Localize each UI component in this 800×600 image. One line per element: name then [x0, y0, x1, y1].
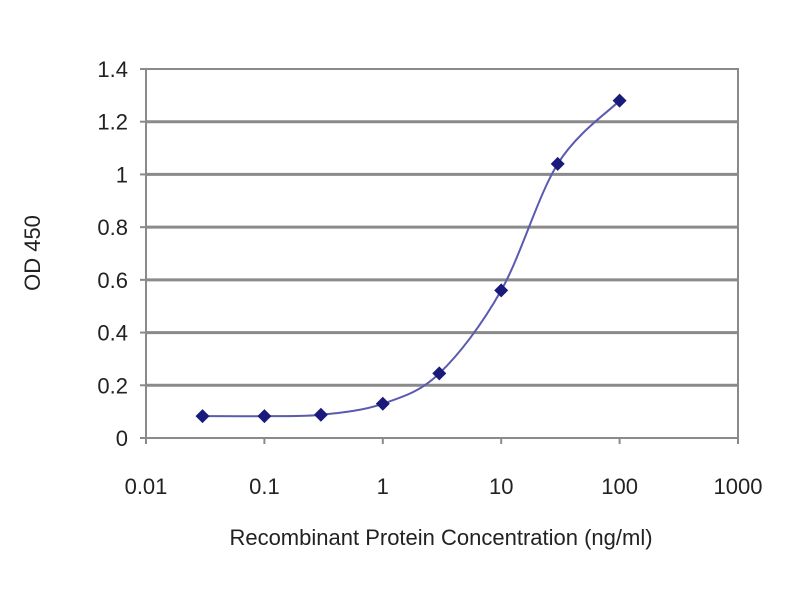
x-axis-title: Recombinant Protein Concentration (ng/ml…	[229, 525, 652, 550]
x-tick-label: 10	[489, 474, 513, 499]
y-axis-title: OD 450	[20, 215, 45, 291]
y-axis: 0 0.2 0.4 0.6 0.8 1 1.2 1.4	[97, 57, 146, 451]
x-tick-label: 100	[601, 474, 638, 499]
series-points	[195, 93, 627, 424]
x-axis: 0.01 0.1 1 10 100 1000	[125, 438, 763, 499]
x-tick-label: 0.01	[125, 474, 168, 499]
x-tick-label: 1	[377, 474, 389, 499]
series-line	[202, 99, 621, 418]
data-point	[375, 396, 390, 411]
x-tick-label: 0.1	[249, 474, 280, 499]
plot-area	[145, 68, 739, 439]
data-point	[432, 366, 447, 381]
gridlines	[146, 120, 738, 387]
y-tick-label: 0	[116, 426, 128, 451]
data-point	[550, 156, 565, 171]
y-tick-label: 0.4	[97, 321, 128, 346]
data-point	[195, 409, 210, 424]
y-tick-label: 0.6	[97, 268, 128, 293]
y-tick-label: 1.2	[97, 110, 128, 135]
data-point	[257, 409, 272, 424]
y-tick-label: 0.2	[97, 373, 128, 398]
data-point	[313, 407, 328, 422]
y-tick-label: 1	[116, 162, 128, 187]
data-point	[612, 93, 627, 108]
data-point	[494, 283, 509, 298]
y-tick-label: 1.4	[97, 57, 128, 82]
x-tick-label: 1000	[714, 474, 763, 499]
y-tick-label: 0.8	[97, 215, 128, 240]
